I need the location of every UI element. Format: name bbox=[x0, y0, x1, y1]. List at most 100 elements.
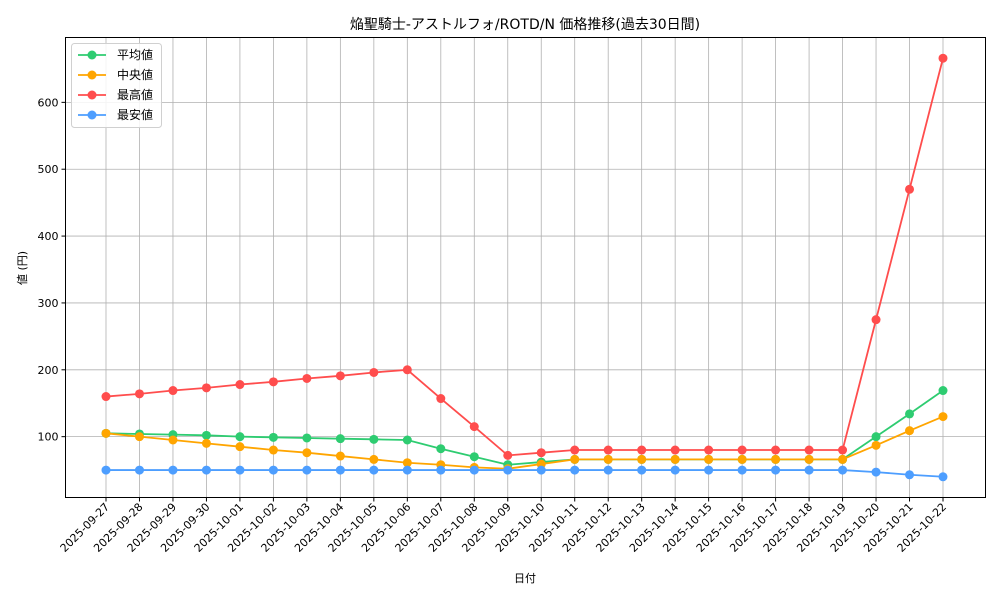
data-point bbox=[503, 450, 513, 460]
data-point bbox=[804, 454, 814, 464]
data-point bbox=[771, 445, 781, 455]
series-line bbox=[101, 53, 948, 460]
data-point bbox=[737, 454, 747, 464]
data-point bbox=[335, 434, 345, 444]
data-point bbox=[637, 445, 647, 455]
data-point bbox=[335, 465, 345, 475]
data-point bbox=[201, 438, 211, 448]
data-point bbox=[603, 465, 613, 475]
data-point bbox=[704, 454, 714, 464]
data-point bbox=[168, 435, 178, 445]
data-point bbox=[938, 472, 948, 482]
data-point bbox=[938, 53, 948, 63]
series-layer bbox=[101, 53, 948, 482]
data-point bbox=[436, 394, 446, 404]
data-point bbox=[335, 371, 345, 381]
data-point bbox=[771, 465, 781, 475]
data-point bbox=[905, 409, 915, 419]
data-point bbox=[938, 412, 948, 422]
data-point bbox=[771, 454, 781, 464]
data-point bbox=[436, 465, 446, 475]
y-tick-label: 400 bbox=[38, 230, 59, 243]
data-point bbox=[201, 383, 211, 393]
data-point bbox=[302, 465, 312, 475]
data-point bbox=[838, 454, 848, 464]
data-point bbox=[503, 465, 513, 475]
plot-frame bbox=[65, 37, 986, 498]
data-point bbox=[101, 392, 111, 402]
legend-marker-icon bbox=[87, 70, 97, 80]
data-point bbox=[268, 377, 278, 387]
data-point bbox=[670, 445, 680, 455]
data-point bbox=[469, 465, 479, 475]
data-point bbox=[871, 315, 881, 325]
data-point bbox=[838, 445, 848, 455]
series-line bbox=[101, 386, 948, 470]
y-tick-label: 500 bbox=[38, 163, 59, 176]
y-axis: 100 200 300 400 500 600 bbox=[38, 96, 66, 444]
data-point bbox=[436, 444, 446, 454]
data-point bbox=[402, 458, 412, 468]
data-point bbox=[134, 465, 144, 475]
legend-item: 最安値 bbox=[78, 107, 153, 122]
data-point bbox=[134, 389, 144, 399]
data-point bbox=[603, 454, 613, 464]
data-point bbox=[335, 451, 345, 461]
data-point bbox=[235, 380, 245, 390]
chart-title: 焔聖騎士-アストルフォ/ROTD/N 価格推移(過去30日間) bbox=[350, 17, 700, 33]
grid-lines bbox=[65, 37, 986, 498]
legend-item: 中央値 bbox=[78, 67, 153, 82]
data-point bbox=[536, 465, 546, 475]
data-point bbox=[704, 445, 714, 455]
data-point bbox=[235, 442, 245, 452]
data-point bbox=[402, 465, 412, 475]
legend-label: 平均値 bbox=[117, 47, 153, 62]
data-point bbox=[670, 465, 680, 475]
legend-marker-icon bbox=[87, 110, 97, 120]
x-axis-label: 日付 bbox=[514, 572, 536, 585]
data-point bbox=[369, 465, 379, 475]
data-point bbox=[570, 465, 580, 475]
data-point bbox=[168, 386, 178, 396]
x-axis: 2025-09-272025-09-282025-09-292025-09-30… bbox=[58, 497, 949, 555]
data-point bbox=[369, 454, 379, 464]
data-point bbox=[469, 452, 479, 462]
y-tick-label: 300 bbox=[38, 297, 59, 310]
data-point bbox=[704, 465, 714, 475]
data-point bbox=[369, 367, 379, 377]
data-point bbox=[871, 432, 881, 442]
data-point bbox=[838, 465, 848, 475]
legend-marker-icon bbox=[87, 90, 97, 100]
data-point bbox=[938, 386, 948, 396]
legend-marker-icon bbox=[87, 50, 97, 60]
y-tick-label: 100 bbox=[38, 431, 59, 444]
data-point bbox=[637, 465, 647, 475]
data-point bbox=[268, 465, 278, 475]
data-point bbox=[804, 465, 814, 475]
data-point bbox=[201, 465, 211, 475]
y-axis-label: 値 (円) bbox=[16, 251, 29, 285]
data-point bbox=[905, 426, 915, 436]
data-point bbox=[268, 432, 278, 442]
data-point bbox=[670, 454, 680, 464]
data-point bbox=[570, 454, 580, 464]
legend-label: 最安値 bbox=[117, 107, 153, 122]
y-tick-label: 200 bbox=[38, 364, 59, 377]
data-point bbox=[905, 470, 915, 480]
data-point bbox=[101, 428, 111, 438]
data-point bbox=[302, 433, 312, 443]
series-line bbox=[101, 465, 948, 482]
legend-item: 最高値 bbox=[78, 87, 153, 102]
data-point bbox=[302, 448, 312, 458]
data-point bbox=[201, 430, 211, 440]
data-point bbox=[402, 435, 412, 445]
legend-label: 中央値 bbox=[117, 67, 153, 82]
data-point bbox=[469, 422, 479, 432]
legend-label: 最高値 bbox=[117, 87, 153, 102]
data-point bbox=[302, 373, 312, 383]
data-point bbox=[871, 467, 881, 477]
data-point bbox=[235, 465, 245, 475]
data-point bbox=[268, 445, 278, 455]
data-point bbox=[637, 454, 647, 464]
